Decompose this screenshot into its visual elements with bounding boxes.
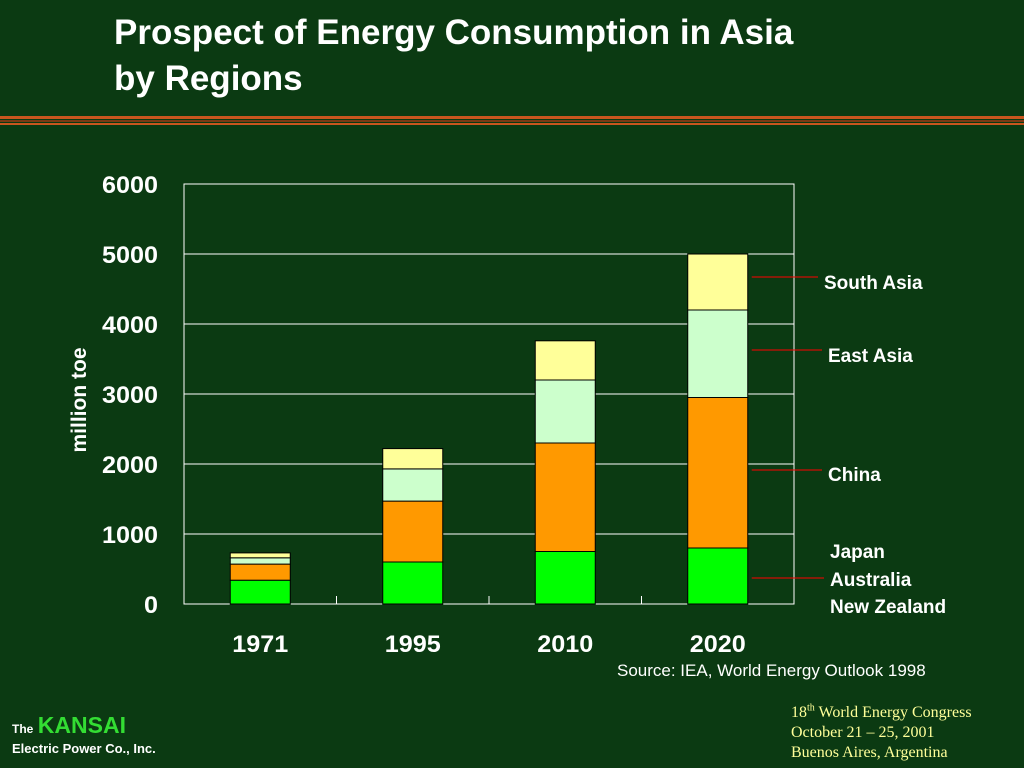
x-tick-label: 2020 [690,631,746,658]
bar-segment [687,547,749,605]
x-tick-label: 1995 [385,631,441,658]
legend-label: Australia [830,570,912,591]
logo-the: The [12,722,34,736]
event-dates: October 21 – 25, 2001 [791,724,935,741]
page-title: Prospect of Energy Consumption in Asia b… [114,10,974,102]
event-ordinal: 18 [791,704,807,721]
bar-segment [229,579,291,605]
y-axis-label: million toe [68,348,91,453]
bar-segment [382,448,444,470]
bar-segment [534,340,596,381]
y-tick-label: 0 [144,592,158,619]
bar-segment [229,563,291,581]
bar-segment [687,309,749,398]
legend-label: East Asia [828,346,913,367]
title-line-1: Prospect of Energy Consumption in Asia [114,13,794,52]
legend-label: Japan [830,542,885,563]
company-logo: The KANSAI Electric Power Co., Inc. [12,712,156,756]
divider-rule [0,123,1024,125]
x-tick-label: 2010 [537,631,593,658]
event-name: World Energy Congress [814,704,972,721]
bar-segment [534,551,596,605]
y-tick-label: 1000 [102,522,158,549]
bar-segment [534,379,596,444]
event-ordinal-suffix: th [807,702,815,714]
event-title: 18th World Energy Congress [791,703,972,723]
title-line-2: by Regions [114,59,303,98]
event-place: Buenos Aires, Argentina [791,744,948,761]
bar-segment [534,442,596,552]
bar-segment [382,468,444,502]
stacked-bar-chart: 0 1000 2000 3000 4000 5000 6000 million toe 1971… [68,172,946,658]
divider-rule [0,116,1024,119]
divider-rule [0,120,1024,122]
event-info: 18th World Energy Congress October 21 – … [791,703,972,763]
bar-segment [382,561,444,605]
y-tick-label: 3000 [102,382,158,409]
bar-segment [687,397,749,549]
y-tick-label: 6000 [102,172,158,199]
logo-company: Electric Power Co., Inc. [12,741,156,756]
bar-segment [229,552,291,559]
legend-label: China [828,465,881,486]
bar-segment [382,500,444,563]
x-tick-label: 1971 [232,631,288,658]
source-note: Source: IEA, World Energy Outlook 1998 [617,661,926,680]
bar-segment [229,557,291,565]
logo-name: KANSAI [37,712,126,738]
y-tick-label: 2000 [102,452,158,479]
y-tick-label: 5000 [102,242,158,269]
bar-segment [687,253,749,311]
legend-label: South Asia [824,273,923,294]
legend-label: New Zealand [830,597,946,618]
y-tick-label: 4000 [102,312,158,339]
